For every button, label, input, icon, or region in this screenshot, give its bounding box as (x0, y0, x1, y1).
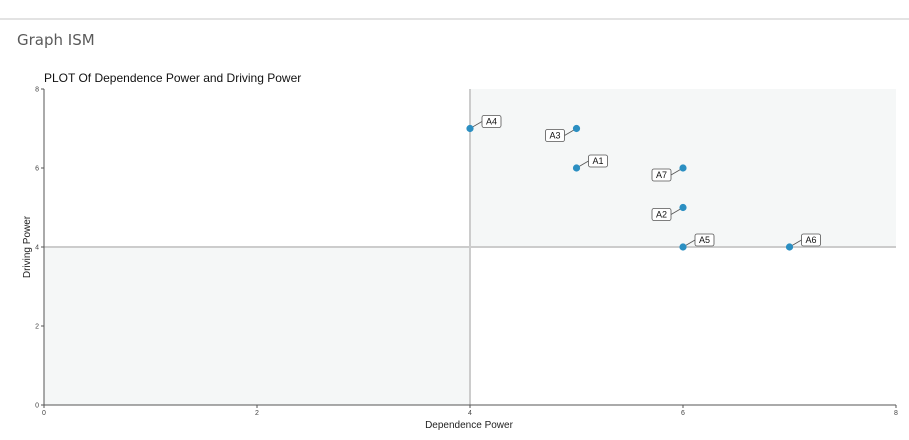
x-tick-label: 2 (255, 410, 259, 417)
y-tick-label: 6 (35, 166, 39, 173)
y-tick-label: 8 (35, 87, 39, 94)
y-axis-label: Driving Power (22, 215, 33, 278)
data-point (572, 164, 581, 172)
x-axis-label: Dependence Power (425, 420, 514, 431)
quadrant-lower-left (44, 247, 470, 405)
point-label-box (651, 168, 672, 182)
point-label-box (481, 115, 502, 128)
x-tick-label: 0 (42, 410, 46, 417)
point-label-box (545, 129, 565, 142)
x-tick-label: 4 (468, 410, 472, 417)
point-label-box (801, 233, 821, 247)
chart-title: PLOT Of Dependence Power and Driving Pow… (44, 71, 302, 85)
y-tick-label: 4 (35, 245, 39, 252)
data-point (679, 164, 687, 172)
point-label: A5 (699, 235, 710, 245)
point-label-box (588, 154, 608, 168)
data-point (572, 124, 581, 133)
data-point (785, 243, 794, 251)
point-label: A7 (656, 170, 667, 180)
top-divider (0, 18, 909, 20)
data-point (679, 243, 687, 251)
point-label: A1 (592, 156, 603, 166)
x-tick-label: 6 (681, 410, 685, 417)
data-point (679, 203, 687, 212)
data-point (466, 124, 474, 133)
y-tick-label: 0 (35, 403, 39, 410)
y-tick-label: 2 (35, 324, 39, 331)
point-label: A6 (805, 235, 816, 245)
point-label: A4 (486, 117, 497, 127)
point-label-box (694, 233, 715, 247)
point-label: A2 (656, 210, 667, 220)
section-title: Graph ISM (17, 31, 95, 49)
point-label: A3 (549, 131, 560, 141)
point-label-box (651, 208, 672, 221)
x-tick-label: 8 (894, 410, 898, 417)
